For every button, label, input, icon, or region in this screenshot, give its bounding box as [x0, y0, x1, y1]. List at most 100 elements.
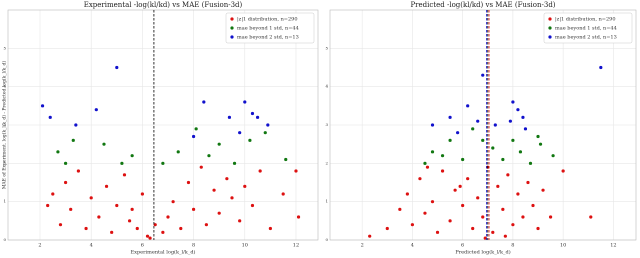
data-point — [508, 119, 512, 123]
data-point — [423, 211, 427, 215]
data-point — [258, 169, 262, 173]
data-point — [268, 226, 272, 231]
data-point — [466, 104, 470, 108]
legend-marker — [548, 26, 552, 30]
y-tick-label: 1 — [325, 199, 328, 204]
legend-label: mae beyond 1 std, n=44 — [237, 26, 299, 32]
y-tick-label: 2 — [325, 160, 328, 165]
data-point — [238, 219, 242, 223]
x-tick-label: 4 — [90, 243, 93, 249]
data-point — [294, 169, 298, 173]
legend-marker — [230, 35, 234, 39]
y-tick-label: 3 — [325, 122, 328, 127]
data-point — [63, 180, 68, 185]
x-tick-label: 4 — [411, 243, 414, 249]
data-point — [250, 111, 255, 116]
legend-label: mae beyond 1 std, n=44 — [555, 26, 617, 32]
data-point — [122, 173, 127, 177]
x-tick-label: 6 — [461, 243, 464, 249]
data-point — [503, 234, 507, 238]
data-point — [523, 127, 528, 131]
data-point — [430, 200, 435, 204]
data-point — [56, 150, 60, 154]
data-point — [71, 138, 75, 142]
y-tick-label: 2 — [3, 160, 6, 165]
data-point — [506, 173, 510, 177]
data-point — [145, 234, 150, 238]
legend-marker — [548, 17, 552, 21]
data-point — [491, 230, 495, 234]
data-point — [51, 192, 55, 196]
y-tick-label: 5 — [325, 45, 328, 50]
data-point — [461, 157, 465, 162]
data-point — [536, 226, 540, 231]
data-point — [225, 177, 229, 181]
data-point — [135, 226, 139, 231]
data-point — [521, 215, 525, 219]
legend-box — [543, 12, 633, 44]
data-point — [518, 150, 523, 154]
data-point — [453, 188, 457, 192]
data-point — [127, 219, 132, 223]
data-point — [541, 188, 545, 192]
data-point — [511, 223, 515, 227]
legend-marker — [230, 17, 234, 21]
data-point — [76, 169, 80, 173]
data-point — [456, 131, 460, 135]
data-point — [471, 226, 475, 231]
x-tick-label: 12 — [293, 243, 299, 249]
x-tick-label: 12 — [610, 243, 616, 249]
data-point — [115, 203, 119, 208]
data-point — [250, 203, 255, 208]
data-point — [491, 146, 495, 150]
data-point — [368, 234, 372, 238]
data-point — [48, 115, 52, 119]
data-point — [521, 115, 525, 119]
data-point — [430, 150, 435, 154]
data-point — [120, 161, 124, 165]
legend-marker — [548, 35, 552, 39]
data-point — [511, 138, 515, 142]
data-point — [296, 215, 301, 219]
data-point — [435, 230, 440, 234]
data-point — [440, 169, 445, 173]
data-point — [385, 226, 389, 231]
data-point — [405, 192, 409, 196]
data-point — [140, 192, 144, 196]
data-point — [551, 154, 555, 158]
data-point — [448, 138, 452, 142]
data-point — [466, 177, 470, 181]
data-point — [284, 157, 288, 162]
y-tick-label: 5 — [3, 45, 6, 50]
data-point — [483, 236, 487, 240]
data-point — [202, 100, 206, 104]
data-point — [63, 161, 68, 165]
y-tick-label: 4 — [325, 84, 328, 89]
data-point — [476, 119, 480, 123]
data-point — [69, 207, 73, 211]
x-tick-label: 10 — [560, 243, 566, 249]
data-point — [232, 161, 237, 165]
x-tick-label: 2 — [38, 243, 41, 249]
data-point — [243, 184, 247, 188]
data-point — [531, 203, 535, 208]
data-point — [448, 219, 452, 223]
legend-marker — [230, 26, 234, 30]
legend-label: |z|1 distribution, n=290 — [555, 17, 616, 23]
data-point — [458, 184, 462, 188]
data-point — [115, 65, 119, 70]
data-point — [130, 207, 134, 211]
data-point — [263, 131, 267, 135]
data-point — [89, 196, 93, 200]
data-point — [171, 200, 175, 204]
data-point — [281, 192, 285, 196]
x-tick-label: 10 — [242, 243, 248, 249]
data-point — [548, 215, 553, 219]
x-axis-label: Predicted log(k_l/k_d) — [455, 249, 510, 256]
data-point — [538, 142, 543, 146]
data-point — [425, 165, 430, 169]
data-point — [230, 196, 234, 200]
data-point — [217, 142, 221, 146]
frame — [7, 9, 319, 241]
frame — [329, 9, 637, 241]
